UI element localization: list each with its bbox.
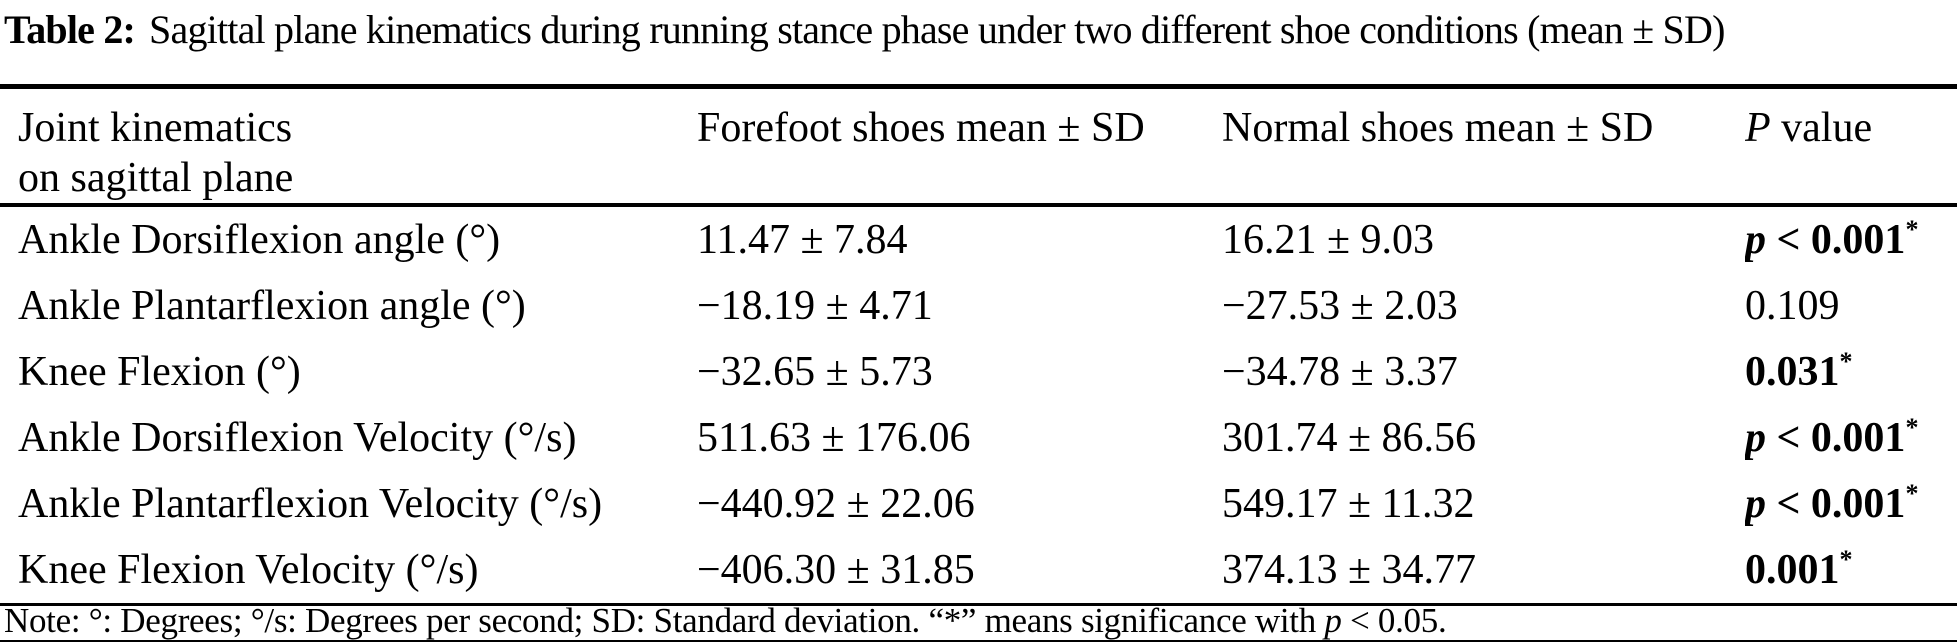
forefoot-value: −32.65 ± 5.73 [697,349,933,395]
forefoot-value: −440.92 ± 22.06 [697,481,975,527]
normal-value: −34.78 ± 3.37 [1222,349,1458,395]
normal-value: 301.74 ± 86.56 [1222,415,1477,461]
forefoot-value: 511.63 ± 176.06 [697,415,971,461]
significance-asterisk: * [1905,479,1919,508]
forefoot-value: 11.47 ± 7.84 [697,217,908,263]
significance-asterisk: * [1905,413,1919,442]
forefoot-value: −18.19 ± 4.71 [697,283,933,329]
column-header-forefoot-shoes: Forefoot shoes mean ± SD [697,86,1222,207]
normal-value: −27.53 ± 2.03 [1222,283,1458,329]
table-row-ankle-dorsiflexion-angle: Ankle Dorsiflexion angle (°) 11.47 ± 7.8… [0,205,1957,273]
p-value-cell: p < 0.001* [1745,215,1919,263]
table-caption: Table 2: Sagittal plane kinematics during… [4,6,1954,53]
column-header-normal-shoes: Normal shoes mean ± SD [1222,86,1745,207]
joint-label: Knee Flexion (°) [18,349,301,395]
table-caption-label: Table 2: [4,7,136,52]
significance-asterisk: * [1905,215,1919,244]
joint-label: Ankle Plantarflexion Velocity (°/s) [18,481,603,527]
normal-value: 374.13 ± 34.77 [1222,537,1745,606]
table-footnote: Note: °: Degrees; °/s: Degrees per secon… [4,601,1447,640]
joint-label: Ankle Dorsiflexion Velocity (°/s) [18,415,577,461]
p-value-cell: p < 0.001* [1745,413,1919,461]
joint-label: Ankle Dorsiflexion angle (°) [18,217,501,263]
table-row-ankle-dorsiflexion-velocity: Ankle Dorsiflexion Velocity (°/s) 511.63… [0,405,1957,471]
table-row-ankle-plantarflexion-velocity: Ankle Plantarflexion Velocity (°/s) −440… [0,471,1957,537]
table-body: Ankle Dorsiflexion angle (°) 11.47 ± 7.8… [0,205,1957,606]
table-header-row: Joint kinematics on sagittal plane Foref… [0,86,1957,207]
significance-asterisk: * [1839,545,1853,574]
table-row-knee-flexion: Knee Flexion (°) −32.65 ± 5.73 −34.78 ± … [0,339,1957,405]
table-row-knee-flexion-velocity: Knee Flexion Velocity (°/s) −406.30 ± 31… [0,537,1957,606]
normal-value: 16.21 ± 9.03 [1222,217,1435,263]
joint-label: Ankle Plantarflexion angle (°) [18,283,526,329]
significance-asterisk: * [1839,347,1853,376]
table-caption-text: Sagittal plane kinematics during running… [149,7,1725,52]
column-header-p-value: P value [1745,86,1957,207]
column-header-joint-kinematics: Joint kinematics on sagittal plane [0,86,697,207]
kinematics-table: Joint kinematics on sagittal plane Foref… [0,84,1957,606]
p-value-cell: 0.031* [1745,347,1853,395]
normal-value: 549.17 ± 11.32 [1222,481,1475,527]
bottom-rule [0,640,1957,642]
table-header: Joint kinematics on sagittal plane Foref… [0,86,1957,207]
forefoot-value: −406.30 ± 31.85 [697,537,1222,606]
p-value-cell: p < 0.001* [1745,479,1919,527]
p-value-cell: 0.109 [1745,283,1840,329]
p-value-cell: 0.001* [1745,537,1957,606]
table-row-ankle-plantarflexion-angle: Ankle Plantarflexion angle (°) −18.19 ± … [0,273,1957,339]
joint-label: Knee Flexion Velocity (°/s) [0,537,697,606]
